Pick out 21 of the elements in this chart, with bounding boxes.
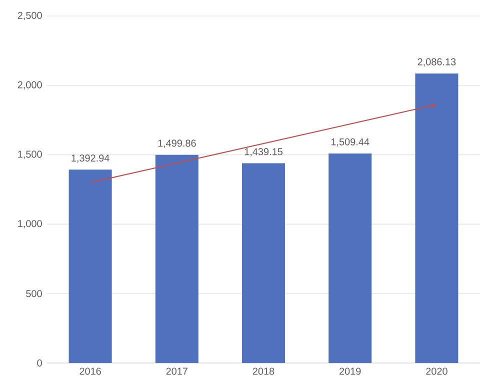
x-tick-label: 2016 xyxy=(80,368,101,375)
y-tick-label: 1,000 xyxy=(18,220,42,228)
x-tick-label: 2019 xyxy=(340,368,361,375)
data-label: 1,509.44 xyxy=(331,138,370,147)
bar xyxy=(68,170,112,363)
data-label: 2,086.13 xyxy=(418,58,456,67)
bar xyxy=(415,73,458,363)
bar xyxy=(328,153,372,363)
x-tick-label: 2020 xyxy=(426,368,448,375)
y-tick-label: 2,000 xyxy=(18,81,42,90)
bar xyxy=(242,163,285,363)
x-tick-label: 2017 xyxy=(166,368,188,375)
y-tick-label: 500 xyxy=(26,290,42,298)
y-tick-label: 2,500 xyxy=(18,12,42,20)
bar xyxy=(155,154,198,363)
x-tick-label: 2018 xyxy=(252,368,274,375)
data-label: 1,439.15 xyxy=(244,148,282,156)
y-tick-label: 1,500 xyxy=(18,150,42,159)
data-label: 1,499.86 xyxy=(158,140,196,148)
data-label: 1,392.94 xyxy=(72,154,110,163)
y-tick-label: 0 xyxy=(37,359,42,367)
